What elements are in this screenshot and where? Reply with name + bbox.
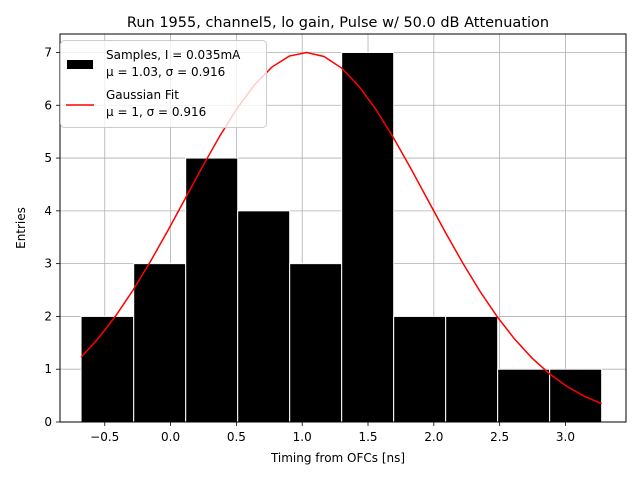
x-tick-label: 1.0 xyxy=(293,430,312,444)
histogram-bars xyxy=(80,51,603,423)
y-axis-ticks: 0 1 2 3 4 5 6 7 xyxy=(44,45,60,429)
legend-fit-label-line2: μ = 1, σ = 0.916 xyxy=(106,105,206,119)
x-tick-label: 1.5 xyxy=(358,430,377,444)
x-tick-label: 3.0 xyxy=(556,430,575,444)
histogram-bar xyxy=(445,315,499,423)
legend-histogram-swatch xyxy=(67,60,93,69)
x-tick-label: 0.5 xyxy=(227,430,246,444)
gaussian-fit-line xyxy=(80,51,602,405)
y-axis-label: Entries xyxy=(14,207,28,249)
x-axis-ticks: −0.5 0.0 0.5 1.0 1.5 2.0 2.5 3.0 xyxy=(90,422,575,444)
y-tick-label: 0 xyxy=(44,415,52,429)
legend: Samples, I = 0.035mA μ = 1.03, σ = 0.916… xyxy=(60,40,267,128)
histogram-bar xyxy=(497,368,551,423)
y-tick-label: 7 xyxy=(44,45,52,59)
histogram-bar xyxy=(549,368,603,423)
y-tick-label: 6 xyxy=(44,98,52,112)
x-tick-label: 2.0 xyxy=(424,430,443,444)
histogram-bar xyxy=(341,51,395,423)
x-tick-label: −0.5 xyxy=(90,430,119,444)
legend-box xyxy=(60,40,267,128)
gaussian-fit-layer xyxy=(80,51,602,405)
histogram-bar xyxy=(133,263,187,423)
x-tick-label: 2.5 xyxy=(490,430,509,444)
legend-fit-label-line1: Gaussian Fit xyxy=(106,88,179,102)
legend-histogram-label-line1: Samples, I = 0.035mA xyxy=(106,48,241,62)
legend-histogram-label-line2: μ = 1.03, σ = 0.916 xyxy=(106,65,225,79)
chart-title: Run 1955, channel5, lo gain, Pulse w/ 50… xyxy=(127,15,549,31)
y-tick-label: 5 xyxy=(44,151,52,165)
histogram-bar xyxy=(393,315,447,423)
histogram-bar xyxy=(185,157,239,423)
x-axis-label: Timing from OFCs [ns] xyxy=(270,451,405,465)
x-tick-label: 0.0 xyxy=(161,430,180,444)
plot-frame xyxy=(59,33,627,423)
histogram-bar xyxy=(80,315,135,423)
histogram-bar xyxy=(289,263,343,423)
y-tick-label: 1 xyxy=(44,362,52,376)
histogram-bar xyxy=(237,210,291,423)
y-tick-label: 2 xyxy=(44,309,52,323)
y-tick-label: 4 xyxy=(44,204,52,218)
y-tick-label: 3 xyxy=(44,257,52,271)
